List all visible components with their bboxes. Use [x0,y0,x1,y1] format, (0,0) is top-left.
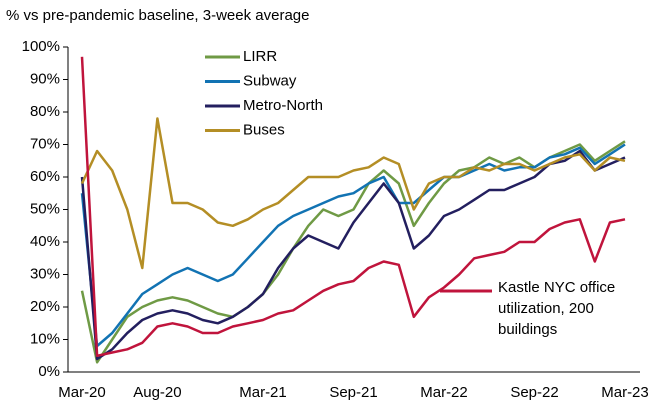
series-line [80,143,626,348]
series-line [80,56,626,358]
y-tick-label: 80% [30,103,60,120]
chart-subtitle: % vs pre-pandemic baseline, 3-week avera… [6,7,310,24]
series-annotation: Kastle NYC office utilization, 200 build… [498,279,616,338]
y-tick-label: 30% [30,265,60,282]
x-tick-label: Mar-20 [58,384,106,401]
y-tick-label: 100% [22,38,60,55]
y-tick-label: 40% [30,233,60,250]
y-tick-label: 70% [30,135,60,152]
x-tick-label: Mar-21 [239,384,287,401]
y-tick-label: 50% [30,200,60,217]
y-tick-label: 90% [30,70,60,87]
legend-label: LIRR [243,48,277,65]
legend-label: Metro-North [243,97,323,114]
x-tick-label: Mar-22 [420,384,468,401]
x-tick-label: Sep-21 [329,384,377,401]
x-tick-label: Mar-23 [601,384,649,401]
x-tick-label: Aug-20 [133,384,181,401]
y-tick-label: 20% [30,298,60,315]
y-tick-label: 0% [38,363,60,380]
legend-label: Subway [243,72,297,89]
x-tick-label: Sep-22 [510,384,558,401]
y-tick-label: 10% [30,330,60,347]
series-line [80,117,626,270]
y-tick-label: 60% [30,168,60,185]
legend-label: Buses [243,121,285,138]
series-line [80,149,626,361]
